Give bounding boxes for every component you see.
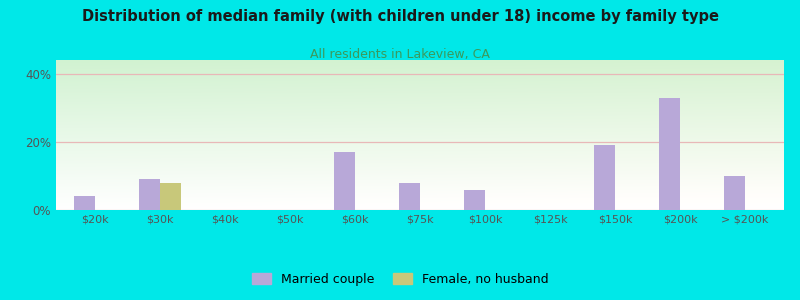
Bar — [139, 179, 160, 210]
Bar — [399, 183, 420, 210]
Legend: Married couple, Female, no husband: Married couple, Female, no husband — [247, 268, 553, 291]
Bar — [160, 183, 181, 210]
Bar — [464, 190, 485, 210]
Bar — [724, 176, 745, 210]
Bar — [659, 98, 680, 210]
Text: Distribution of median family (with children under 18) income by family type: Distribution of median family (with chil… — [82, 9, 718, 24]
Bar — [334, 152, 355, 210]
Text: All residents in Lakeview, CA: All residents in Lakeview, CA — [310, 48, 490, 61]
Bar — [594, 145, 615, 210]
Bar — [74, 196, 95, 210]
